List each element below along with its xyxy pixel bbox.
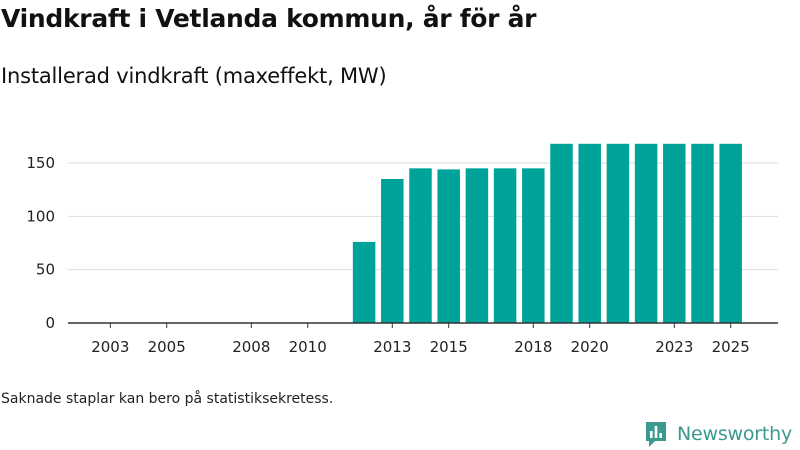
axes: [68, 322, 778, 328]
chart-subtitle: Installerad vindkraft (maxeffekt, MW): [1, 64, 387, 88]
x-tick-label-2020: 2020: [571, 338, 609, 356]
x-tick-label-2005: 2005: [148, 338, 186, 356]
x-tick-label-2008: 2008: [232, 338, 270, 356]
bar-2023[interactable]: [663, 143, 686, 323]
x-tick-label-2025: 2025: [712, 338, 750, 356]
bar-2024[interactable]: [691, 143, 714, 323]
bar-2022[interactable]: [634, 143, 658, 323]
y-tick-label-100: 100: [26, 207, 55, 225]
y-tick-label-0: 0: [45, 314, 55, 332]
x-tick-label-2023: 2023: [655, 338, 693, 356]
x-tick-label-2010: 2010: [289, 338, 327, 356]
bar-2019[interactable]: [550, 143, 573, 323]
bar-2012[interactable]: [352, 241, 376, 323]
bar-2016[interactable]: [465, 168, 489, 323]
footnote: Saknade staplar kan bero på statistiksek…: [1, 391, 334, 407]
bar-2013[interactable]: [381, 179, 404, 323]
x-tick-label-2015: 2015: [430, 338, 468, 356]
newsworthy-logo-icon: [646, 422, 666, 447]
x-tick-label-2003: 2003: [91, 338, 129, 356]
bar-2017[interactable]: [493, 168, 517, 323]
bar-2014[interactable]: [409, 168, 432, 323]
bars: [352, 143, 742, 323]
x-tick-labels: 2003 2005 2008 2010 2013 2015 2018 2020 2023 2025: [91, 338, 750, 356]
chart-title: Vindkraft i Vetlanda kommun, år för år: [1, 4, 537, 33]
x-tick-label-2013: 2013: [373, 338, 411, 356]
bar-2015[interactable]: [437, 169, 460, 323]
y-tick-labels: 0 50 100 150: [26, 154, 55, 332]
bar-2020[interactable]: [578, 143, 601, 323]
bar-2025[interactable]: [719, 143, 742, 323]
y-tick-label-150: 150: [26, 154, 55, 172]
y-tick-label-50: 50: [36, 261, 55, 279]
bar-2018[interactable]: [522, 168, 545, 323]
brand-logo[interactable]: Newsworthy: [644, 420, 792, 448]
bar-2021[interactable]: [606, 143, 630, 323]
brand-name: Newsworthy: [677, 423, 793, 445]
x-tick-label-2018: 2018: [514, 338, 552, 356]
